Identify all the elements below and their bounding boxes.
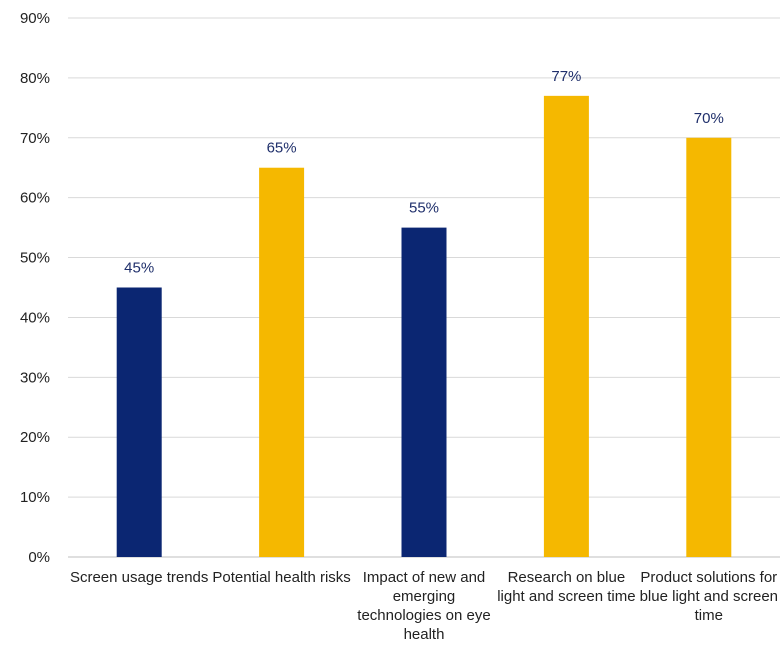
- y-tick-label: 90%: [20, 10, 50, 27]
- y-tick-label: 70%: [20, 130, 50, 147]
- y-tick-label: 50%: [20, 250, 50, 267]
- y-tick-label: 40%: [20, 309, 50, 326]
- y-tick-label: 30%: [20, 369, 50, 386]
- data-label: 65%: [267, 140, 297, 157]
- bar: [543, 95, 589, 557]
- x-category-label: Impact of new and emerging technologies …: [357, 569, 491, 643]
- x-category-label: Screen usage trends: [69, 569, 209, 586]
- y-tick-label: 20%: [20, 429, 50, 446]
- x-category-label: Potential health risks: [212, 569, 351, 586]
- y-tick-label: 10%: [20, 489, 50, 506]
- bar: [259, 167, 305, 557]
- bar: [401, 227, 447, 557]
- x-category-label: Product solutions for blue light and scr…: [639, 569, 779, 624]
- y-tick-label: 60%: [20, 190, 50, 207]
- y-tick-label: 80%: [20, 70, 50, 87]
- bar: [116, 287, 162, 557]
- data-label: 70%: [694, 110, 724, 127]
- y-tick-label: 0%: [28, 549, 50, 566]
- x-category-label: Research on blue light and screen time: [497, 569, 636, 605]
- data-label: 55%: [409, 200, 439, 217]
- data-label: 45%: [124, 260, 154, 277]
- bar: [686, 137, 732, 557]
- data-label: 77%: [551, 68, 581, 85]
